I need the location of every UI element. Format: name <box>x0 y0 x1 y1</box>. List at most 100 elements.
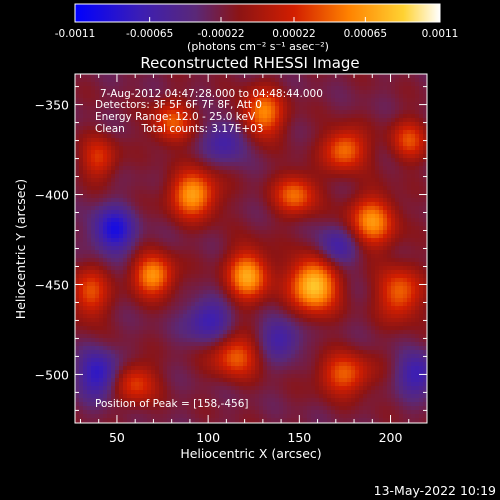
heatmap-cell <box>259 326 264 331</box>
heatmap-cell <box>167 282 172 287</box>
heatmap-cell <box>279 318 284 323</box>
heatmap-cell <box>275 278 280 283</box>
heatmap-cell <box>283 330 288 335</box>
heatmap-cell <box>131 82 136 87</box>
heatmap-cell <box>167 114 172 119</box>
heatmap-cell <box>211 326 216 331</box>
heatmap-cell <box>167 326 172 331</box>
heatmap-cell <box>279 226 284 231</box>
heatmap-cell <box>123 146 128 151</box>
heatmap-cell <box>175 114 180 119</box>
heatmap-cell <box>263 290 268 295</box>
heatmap-cell <box>103 214 108 219</box>
heatmap-cell <box>151 122 156 127</box>
heatmap-cell <box>99 418 104 423</box>
heatmap-cell <box>267 138 272 143</box>
heatmap-cell <box>147 314 152 319</box>
heatmap-cell <box>135 222 140 227</box>
heatmap-cell <box>291 194 296 199</box>
heatmap-cell <box>191 270 196 275</box>
heatmap-cell <box>291 378 296 383</box>
heatmap-cell <box>251 418 256 423</box>
heatmap-cell <box>203 338 208 343</box>
heatmap-cell <box>207 354 212 359</box>
heatmap-cell <box>299 182 304 187</box>
heatmap-cell <box>239 198 244 203</box>
heatmap-cell <box>115 374 120 379</box>
heatmap-cell <box>231 250 236 255</box>
heatmap-cell <box>143 186 148 191</box>
heatmap-cell <box>111 222 116 227</box>
heatmap-cell <box>151 386 156 391</box>
heatmap-cell <box>263 362 268 367</box>
heatmap-cell <box>143 302 148 307</box>
heatmap-cell <box>179 314 184 319</box>
heatmap-cell <box>163 110 168 115</box>
heatmap-cell <box>87 362 92 367</box>
heatmap-cell <box>179 338 184 343</box>
heatmap-cell <box>139 198 144 203</box>
heatmap-cell <box>219 110 224 115</box>
heatmap-cell <box>183 358 188 363</box>
heatmap-cell <box>239 418 244 423</box>
heatmap-cell <box>259 230 264 235</box>
heatmap-cell <box>211 386 216 391</box>
heatmap-cell <box>79 386 84 391</box>
heatmap-cell <box>155 198 160 203</box>
heatmap-cell <box>159 246 164 251</box>
heatmap-cell <box>263 330 268 335</box>
heatmap-cell <box>227 334 232 339</box>
heatmap-cell <box>95 190 100 195</box>
heatmap-cell <box>231 134 236 139</box>
heatmap-cell <box>207 326 212 331</box>
heatmap-cell <box>275 74 280 79</box>
heatmap-cell <box>247 94 252 99</box>
heatmap-cell <box>255 390 260 395</box>
heatmap-cell <box>95 110 100 115</box>
heatmap-cell <box>127 154 132 159</box>
heatmap-cell <box>283 98 288 103</box>
heatmap-cell <box>179 406 184 411</box>
heatmap-cell <box>275 170 280 175</box>
heatmap-cell <box>239 154 244 159</box>
heatmap-cell <box>247 186 252 191</box>
heatmap-cell <box>139 90 144 95</box>
heatmap-cell <box>183 354 188 359</box>
heatmap-cell <box>131 138 136 143</box>
heatmap-cell <box>87 258 92 263</box>
heatmap-cell <box>279 222 284 227</box>
heatmap-cell <box>203 418 208 423</box>
heatmap-cell <box>187 142 192 147</box>
heatmap-cell <box>199 318 204 323</box>
heatmap-cell <box>235 202 240 207</box>
heatmap-cell <box>183 410 188 415</box>
heatmap-cell <box>139 350 144 355</box>
heatmap-cell <box>199 394 204 399</box>
heatmap-cell <box>283 198 288 203</box>
heatmap-cell <box>235 378 240 383</box>
heatmap-cell <box>235 118 240 123</box>
heatmap-cell <box>283 326 288 331</box>
heatmap-cell <box>183 130 188 135</box>
heatmap-cell <box>95 238 100 243</box>
heatmap-cell <box>175 134 180 139</box>
heatmap-cell <box>195 414 200 419</box>
heatmap-cell <box>147 194 152 199</box>
heatmap-cell <box>195 162 200 167</box>
heatmap-cell <box>183 322 188 327</box>
heatmap-cell <box>143 354 148 359</box>
heatmap-cell <box>279 138 284 143</box>
heatmap-cell <box>199 350 204 355</box>
heatmap-cell <box>143 286 148 291</box>
heatmap-cell <box>215 258 220 263</box>
heatmap-cell <box>291 382 296 387</box>
heatmap-cell <box>263 262 268 267</box>
heatmap-cell <box>239 86 244 91</box>
heatmap-cell <box>123 366 128 371</box>
heatmap-cell <box>271 102 276 107</box>
heatmap-cell <box>119 290 124 295</box>
heatmap-cell <box>291 246 296 251</box>
heatmap-cell <box>175 378 180 383</box>
heatmap-cell <box>171 118 176 123</box>
heatmap-cell <box>143 198 148 203</box>
